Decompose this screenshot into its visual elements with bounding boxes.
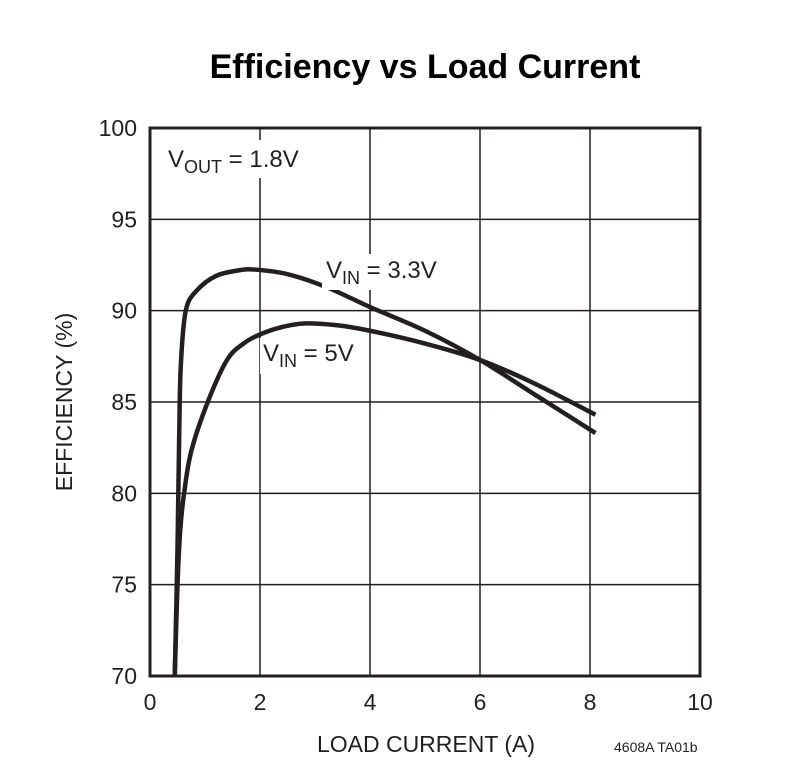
x-tick-label: 0 — [144, 689, 157, 715]
y-tick-label: 70 — [111, 663, 137, 689]
vin33-annotation: VIN = 3.3V — [322, 254, 448, 290]
y-axis-label: EFFICIENCY (%) — [51, 313, 77, 491]
svg-text:VIN = 3.3V: VIN = 3.3V — [326, 257, 437, 288]
vout-sub: OUT — [184, 157, 222, 177]
vin33-v: V — [326, 257, 342, 284]
series-line-0 — [172, 267, 597, 677]
y-tick-label: 100 — [99, 115, 137, 141]
y-tick-label: 80 — [111, 480, 137, 506]
y-tick-label: 85 — [111, 389, 137, 415]
plot-frame — [148, 126, 702, 678]
series-line-1 — [172, 321, 597, 677]
x-tick-label: 10 — [687, 689, 713, 715]
x-tick-label: 6 — [474, 689, 487, 715]
vout-value: = 1.8V — [222, 146, 299, 173]
svg-text:VIN = 5V: VIN = 5V — [263, 340, 354, 371]
x-tick-label: 4 — [364, 689, 377, 715]
vin5-annotation: VIN = 5V — [260, 338, 366, 374]
y-tick-label: 95 — [111, 206, 137, 232]
svg-text:VOUT = 1.8V: VOUT = 1.8V — [168, 146, 299, 177]
figure-code: 4608A TA01b — [614, 739, 698, 755]
series-lines — [172, 267, 597, 677]
vin33-sub: IN — [342, 268, 360, 288]
y-tick-label: 75 — [111, 572, 137, 598]
grid — [148, 126, 702, 678]
vout-annotation: VOUT = 1.8V — [164, 140, 350, 178]
y-tick-label: 90 — [111, 298, 137, 324]
tick-labels: 0 2 4 6 8 10 70 75 80 85 90 95 100 — [99, 115, 713, 715]
vin5-v: V — [263, 340, 279, 367]
x-axis-label: LOAD CURRENT (A) — [317, 731, 535, 757]
x-tick-label: 2 — [254, 689, 267, 715]
vout-v: V — [168, 146, 184, 173]
x-tick-label: 8 — [584, 689, 597, 715]
chart-title: Efficiency vs Load Current — [210, 48, 641, 86]
vin5-sub: IN — [279, 351, 297, 371]
vin33-value: = 3.3V — [360, 257, 437, 284]
vin5-value: = 5V — [297, 340, 354, 367]
